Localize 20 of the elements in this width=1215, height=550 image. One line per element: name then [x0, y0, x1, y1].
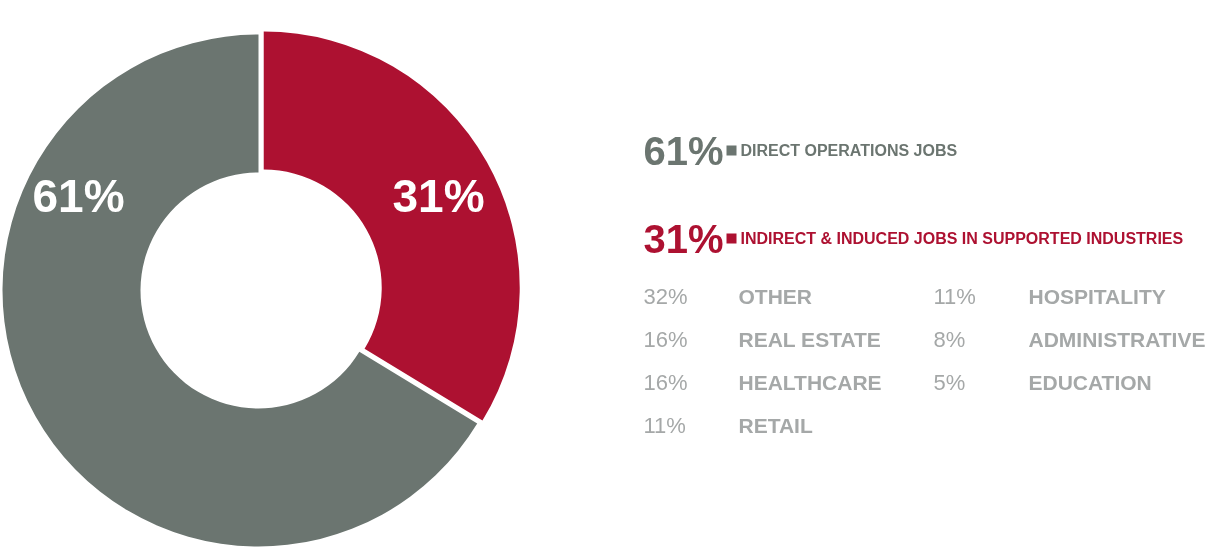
text: 32%: [643, 284, 688, 309]
text: 11%: [933, 284, 976, 309]
legend-label: DIRECT OPERATIONS JOBS: [740, 142, 958, 159]
text: 16%: [643, 327, 688, 352]
text: 61%: [643, 128, 724, 173]
text: 5%: [933, 370, 966, 395]
text: 11%: [643, 413, 686, 438]
text: EDUCATION: [1028, 371, 1152, 394]
text: RETAIL: [738, 414, 813, 437]
text: ADMINISTRATIVE: [1028, 328, 1206, 351]
text: 31%: [643, 216, 724, 261]
text: 16%: [643, 370, 688, 395]
text: HOSPITALITY: [1028, 285, 1166, 308]
text: 8%: [933, 327, 966, 352]
data-label: 61%: [32, 169, 125, 222]
text: HEALTHCARE: [738, 371, 882, 394]
legend-label: INDIRECT & INDUCED JOBS IN SUPPORTED INDUSTRIES: [740, 230, 1184, 247]
data-label: 31%: [392, 169, 485, 222]
text: OTHER: [738, 285, 812, 308]
text: REAL ESTATE: [738, 328, 881, 351]
